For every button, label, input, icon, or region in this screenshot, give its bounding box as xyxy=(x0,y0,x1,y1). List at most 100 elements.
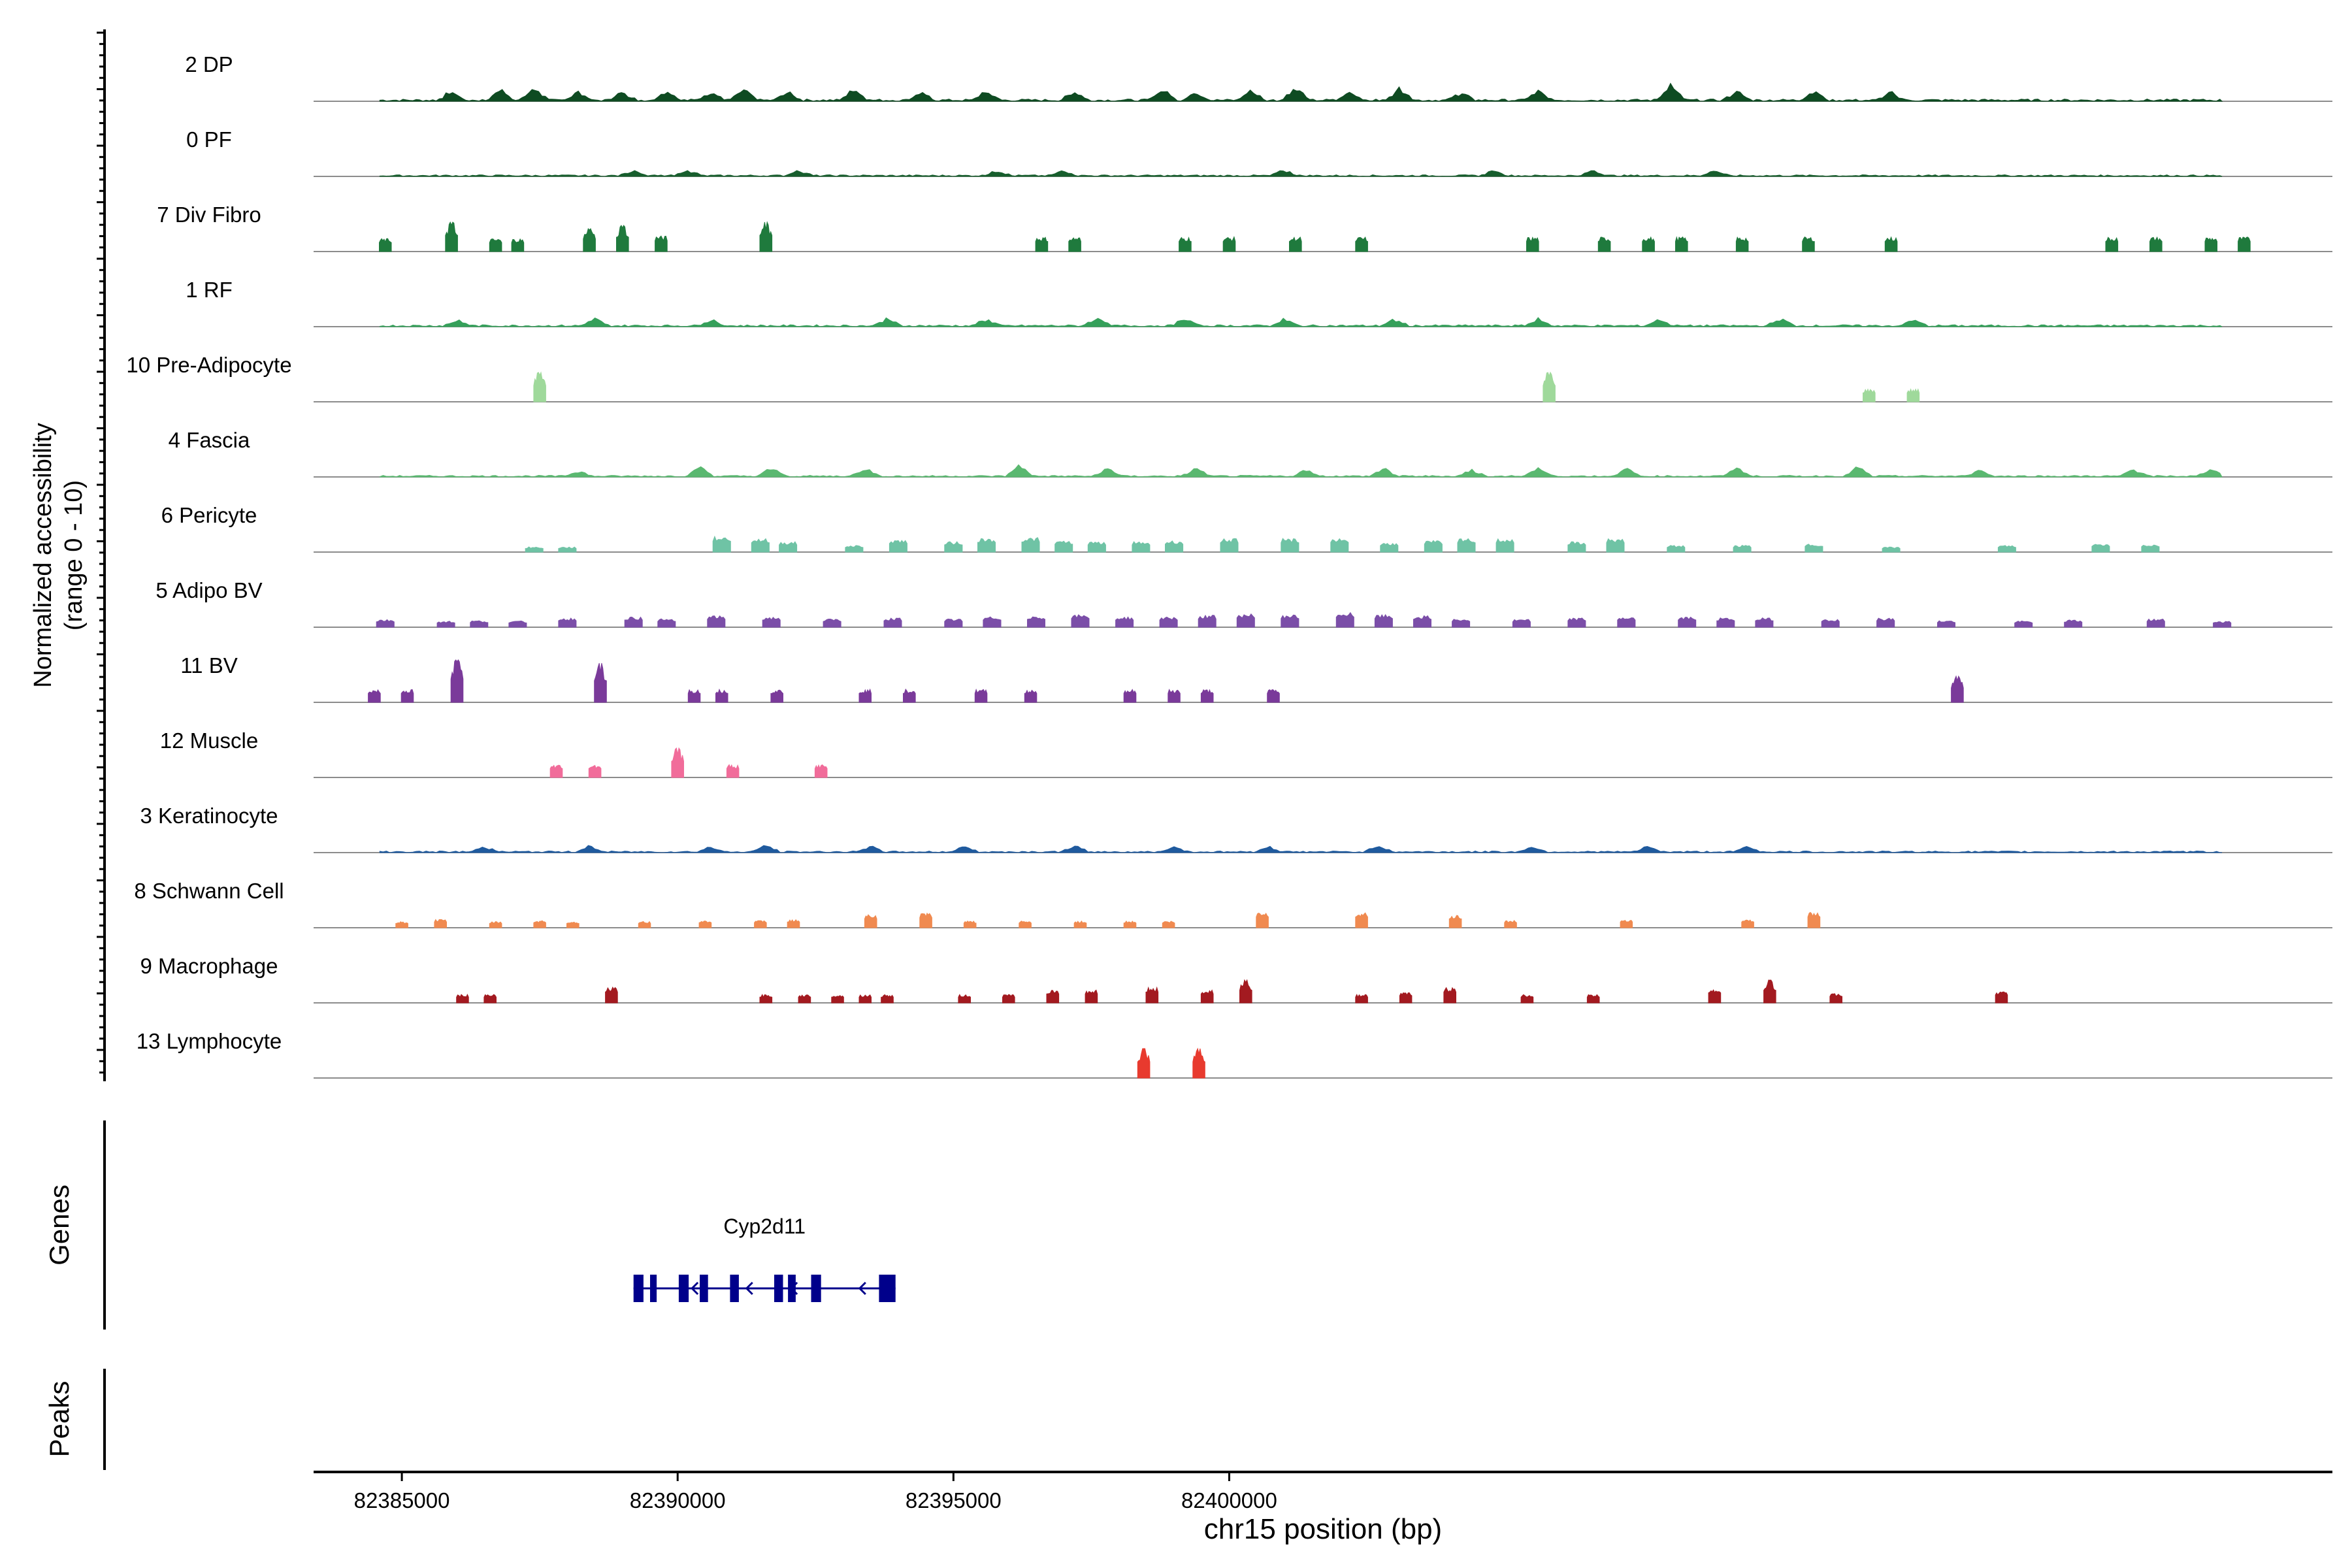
coverage-peak xyxy=(1220,538,1239,553)
coverage-peak xyxy=(671,747,684,778)
coverage-peak xyxy=(1019,921,1032,928)
gene-exon xyxy=(700,1275,708,1302)
coverage-peak xyxy=(1159,616,1178,628)
track-label: 10 Pre-Adipocyte xyxy=(126,353,291,377)
coverage-peak xyxy=(944,541,963,553)
coverage-peak xyxy=(1073,920,1087,928)
track-label: 8 Schwann Cell xyxy=(134,879,284,903)
coverage-peak xyxy=(1068,237,1081,252)
coverage-peak xyxy=(533,920,546,928)
coverage-peak xyxy=(1716,617,1735,628)
coverage-peak xyxy=(858,994,872,1004)
coverage-peak xyxy=(1024,689,1037,703)
strand-arrow xyxy=(745,1281,753,1296)
coverage-peak xyxy=(1512,619,1531,628)
coverage-peak xyxy=(2014,620,2033,628)
coverage-peak xyxy=(1733,544,1752,553)
strand-arrow xyxy=(790,1281,798,1296)
coverage-peak xyxy=(1145,986,1159,1004)
coverage-peak xyxy=(558,546,577,553)
coverage-peak xyxy=(831,995,844,1004)
coverage-peak xyxy=(944,618,963,628)
track-label: 13 Lymphocyte xyxy=(137,1029,282,1053)
coverage-peak xyxy=(712,535,731,553)
coverage-peak xyxy=(963,920,977,928)
coverage-area xyxy=(379,845,2223,853)
x-tick-label: 82385000 xyxy=(354,1488,450,1512)
coverage-peak xyxy=(1741,919,1754,928)
coverage-peak xyxy=(1035,237,1049,252)
coverage-peak xyxy=(1355,994,1368,1004)
coverage-peak xyxy=(1452,619,1471,628)
coverage-peak xyxy=(1330,538,1349,553)
coverage-peak xyxy=(2064,619,2083,628)
coverage-peak xyxy=(974,688,988,703)
coverage-peak xyxy=(754,920,767,928)
coverage-peak xyxy=(1162,921,1175,928)
coverage-area xyxy=(379,170,2223,177)
coverage-peak xyxy=(779,541,798,553)
track: 2 DP xyxy=(185,52,2332,102)
coverage-peak xyxy=(958,994,971,1004)
coverage-peak xyxy=(368,689,381,703)
track-label: 4 Fascia xyxy=(169,428,250,452)
gene-exon xyxy=(678,1275,689,1302)
coverage-peak xyxy=(1829,993,1842,1004)
coverage-peak xyxy=(814,764,828,778)
gene-exon xyxy=(650,1275,657,1302)
coverage-peak xyxy=(1335,612,1354,628)
strand-arrow xyxy=(858,1281,866,1296)
coverage-peak xyxy=(1821,619,1840,628)
track: 10 Pre-Adipocyte xyxy=(126,353,2332,402)
coverage-peak xyxy=(456,994,469,1004)
coverage-peak xyxy=(1424,540,1443,553)
coverage-peak xyxy=(655,235,668,252)
track: 6 Pericyte xyxy=(161,503,2332,553)
track-label: 12 Muscle xyxy=(160,728,258,753)
track: 9 Macrophage xyxy=(140,954,2332,1004)
x-axis-label: chr15 position (bp) xyxy=(1204,1513,1442,1545)
coverage-peak xyxy=(1882,546,1901,553)
track: 7 Div Fibro xyxy=(157,203,2332,252)
coverage-peak xyxy=(1071,614,1090,628)
coverage-peak xyxy=(1256,913,1269,928)
x-tick-label: 82395000 xyxy=(906,1488,1002,1512)
coverage-peak xyxy=(1526,237,1539,252)
coverage-peak xyxy=(1200,689,1214,703)
coverage-peak xyxy=(1087,542,1106,553)
track: 4 Fascia xyxy=(169,428,2332,478)
coverage-peak xyxy=(434,919,447,928)
x-axis-ticks: 82385000 82390000 82395000 82400000 xyxy=(354,1472,1277,1512)
coverage-peak xyxy=(1374,613,1393,628)
coverage-peak xyxy=(1200,989,1214,1004)
track-label: 1 RF xyxy=(186,278,233,302)
coverage-peak xyxy=(1289,237,1302,252)
coverage-peak xyxy=(1937,620,1955,628)
coverage-peak xyxy=(1046,990,1060,1004)
coverage-peak xyxy=(1002,994,1015,1004)
coverage-peak xyxy=(1021,537,1040,553)
coverage-peak xyxy=(1667,545,1686,553)
coverage-peak xyxy=(594,662,607,703)
track: 13 Lymphocyte xyxy=(137,1029,2332,1079)
coverage-peak xyxy=(1597,237,1611,252)
coverage-peak xyxy=(726,764,740,778)
track-label: 11 BV xyxy=(180,653,237,678)
coverage-peak xyxy=(1123,921,1137,928)
genes-panel-label: Genes xyxy=(44,1184,74,1266)
coverage-peak xyxy=(2213,621,2232,628)
coverage-y-axis-ticks xyxy=(97,31,105,1074)
track: 12 Muscle xyxy=(160,728,2332,778)
coverage-peak xyxy=(1863,388,1876,402)
coverage-peak xyxy=(759,221,773,252)
coverage-peak xyxy=(1236,613,1255,628)
coverage-peak xyxy=(470,620,489,628)
gene-exon xyxy=(879,1275,896,1302)
coverage-peak xyxy=(1906,388,1920,402)
coverage-peak xyxy=(1115,616,1134,628)
coverage-peak xyxy=(1179,237,1192,252)
coverage-peak xyxy=(881,994,894,1004)
coverage-peak xyxy=(2091,544,2110,553)
coverage-peak xyxy=(395,921,408,928)
